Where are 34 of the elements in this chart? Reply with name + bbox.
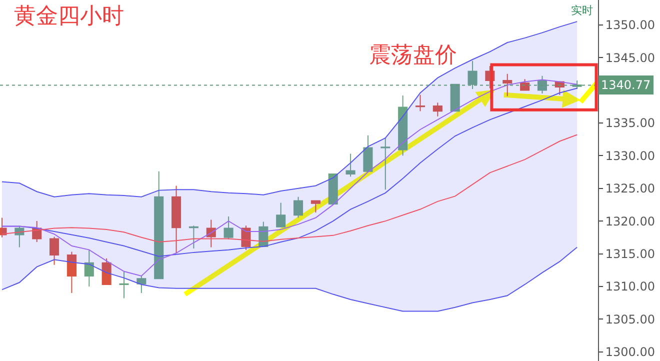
y-tick-label: 1335.00 [605,116,656,130]
candlestick [328,173,338,205]
y-tick-label: 1315.00 [605,246,656,261]
line-series [2,134,578,242]
ref-line-label: 1340.77 [601,78,651,92]
line-series [2,246,578,312]
candlestick [136,275,146,294]
y-tick-label: 1350.00 [605,18,656,32]
y-tick-label: 1300.00 [605,345,656,360]
candlestick [346,153,356,178]
candlestick [154,170,164,280]
y-tick-label: 1305.00 [605,312,656,326]
y-tick-label: 1345.00 [605,50,656,65]
y-tick-label: 1325.00 [605,182,656,196]
candlestick [380,137,390,190]
y-tick-label: 1320.00 [605,214,656,228]
candlestick [432,102,442,117]
candlestick [224,216,234,240]
candlestick [102,258,112,285]
chart-title: 黄金四小时 [14,4,124,29]
candlestick [363,134,373,172]
candlestick [310,200,320,214]
candlestick [520,78,530,91]
candlestick [84,249,94,287]
candlestick [188,225,198,250]
candlestick [398,94,408,156]
annotation: 实时 [571,4,593,17]
y-tick-label: 1330.00 [605,148,656,163]
candlestick [276,202,286,228]
candlestick [293,196,304,218]
y-tick-label: 1310.00 [605,280,656,294]
annotation: 震荡盘价 [369,43,457,68]
candlestick [119,272,129,299]
candlestick [50,236,60,266]
